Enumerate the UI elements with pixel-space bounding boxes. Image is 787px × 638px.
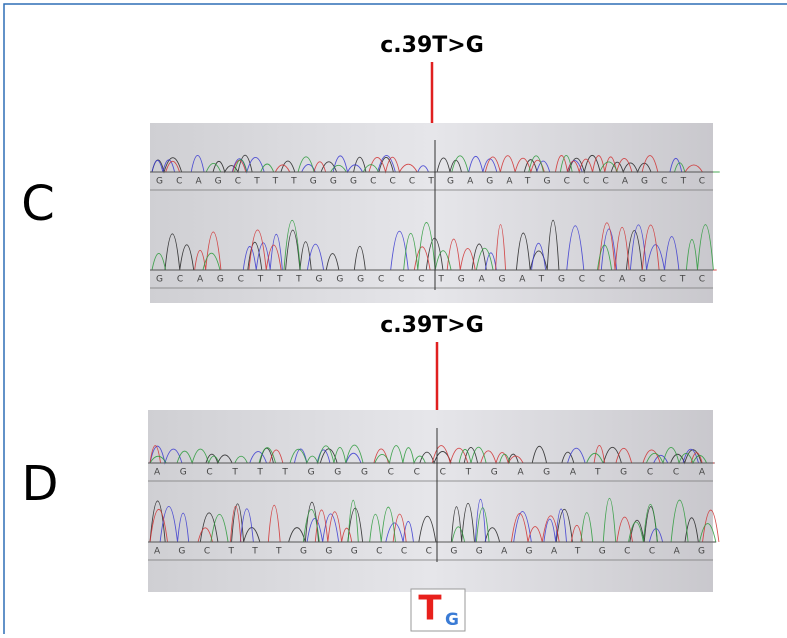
base-calls: GCAGCTTTGGGCCCTGAGATGCCCAGCTC (156, 177, 705, 187)
mutation-label: c.39T>G (380, 313, 484, 338)
base-calls: AGCTTTGGGCCCGGAGATGCCAG (154, 547, 705, 557)
callout-major: T (418, 589, 442, 629)
chromatogram: GCAGCTTTGGGCCCTGAGATGCCCAGCTCGCAGCTTTGGG… (150, 123, 720, 303)
panel-label: C (21, 176, 55, 232)
chromatogram-background (148, 410, 713, 592)
chromatogram: AGCTTTGGGCCCTGAGATGCCAAGCTTTGGGCCCGGAGAT… (148, 410, 720, 592)
mutation-label: c.39T>G (380, 33, 484, 58)
frame (3, 3, 787, 638)
panel-label: D (22, 456, 59, 512)
callout-box (410, 588, 466, 632)
callout-minor: G (445, 610, 459, 630)
chromatogram-background (150, 123, 713, 303)
